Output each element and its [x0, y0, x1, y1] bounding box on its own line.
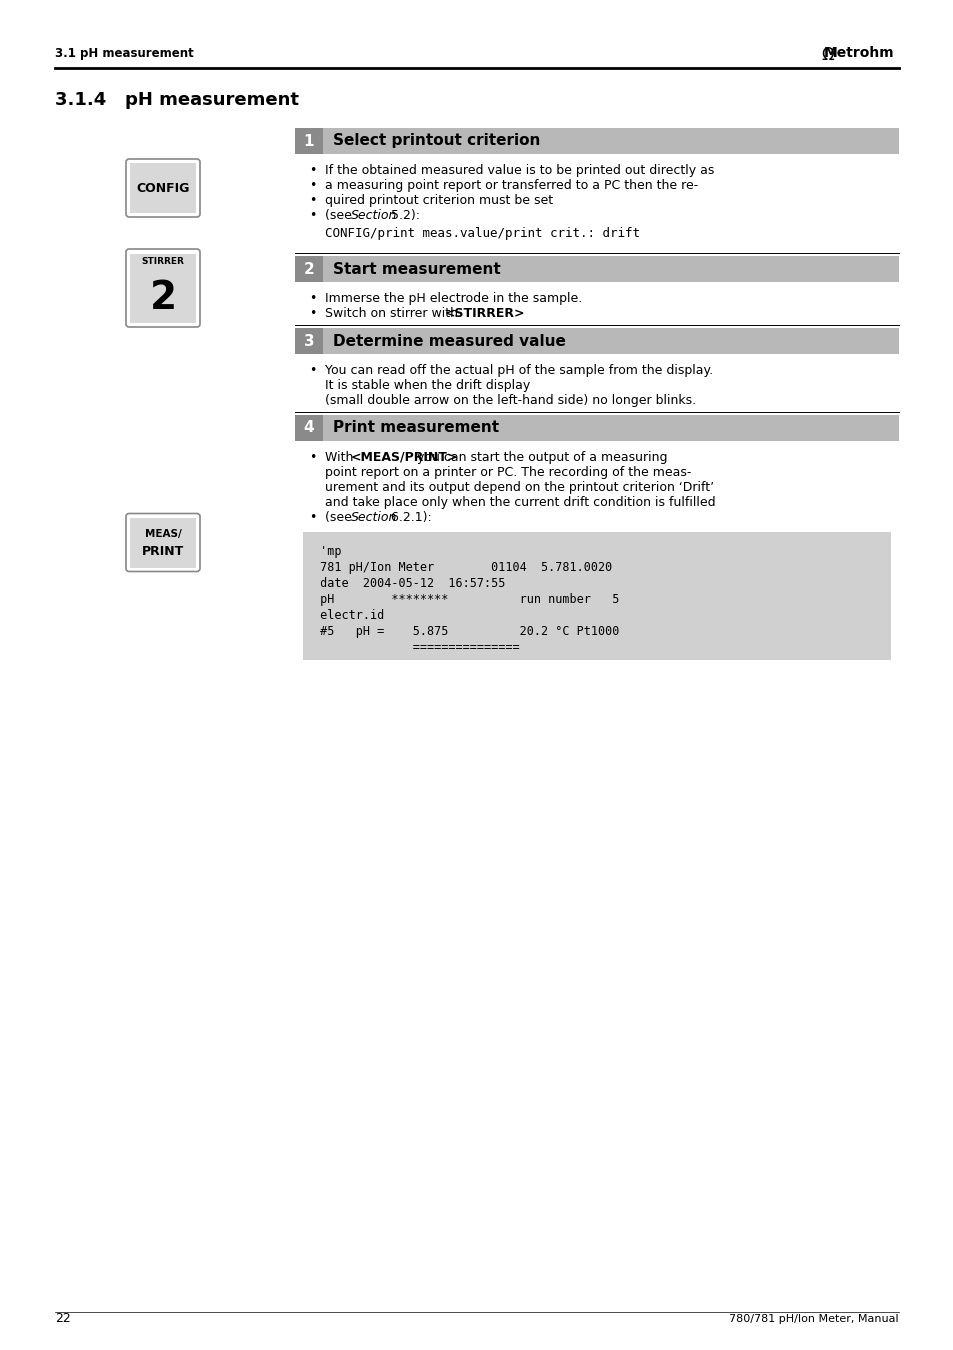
Bar: [130, 254, 195, 273]
Text: 4: 4: [303, 420, 314, 436]
Bar: [294, 256, 323, 282]
Text: Section: Section: [351, 209, 397, 221]
Text: MEAS/: MEAS/: [145, 529, 181, 539]
Text: 780/781 pH/Ion Meter, Manual: 780/781 pH/Ion Meter, Manual: [729, 1314, 898, 1324]
Bar: [130, 273, 195, 323]
Text: (see: (see: [325, 209, 355, 221]
Text: •: •: [309, 194, 316, 207]
Text: 1: 1: [303, 134, 314, 148]
Text: •: •: [309, 364, 316, 377]
Text: Metrohm: Metrohm: [822, 46, 893, 59]
Text: <MEAS/PRINT>: <MEAS/PRINT>: [351, 451, 457, 464]
Bar: [303, 532, 890, 660]
Bar: [294, 414, 323, 441]
Text: Switch on stirrer with: Switch on stirrer with: [325, 306, 461, 320]
Text: It is stable when the drift display: It is stable when the drift display: [325, 379, 530, 391]
Bar: [294, 328, 898, 354]
Text: •: •: [309, 209, 316, 221]
Text: point report on a printer or PC. The recording of the meas-: point report on a printer or PC. The rec…: [325, 466, 691, 479]
Text: •: •: [309, 306, 316, 320]
Text: STIRRER: STIRRER: [141, 258, 184, 266]
Bar: [294, 256, 898, 282]
Text: 6.2.1):: 6.2.1):: [387, 512, 432, 524]
Text: a measuring point report or transferred to a PC then the re-: a measuring point report or transferred …: [325, 180, 698, 192]
Text: 2: 2: [150, 279, 176, 317]
Text: 3.1 pH measurement: 3.1 pH measurement: [55, 47, 193, 59]
Text: ===============: ===============: [313, 641, 519, 653]
Text: Start measurement: Start measurement: [333, 262, 500, 277]
Text: Select printout criterion: Select printout criterion: [333, 134, 539, 148]
Text: •: •: [309, 451, 316, 464]
Text: <STIRRER>: <STIRRER>: [444, 306, 524, 320]
Text: Immerse the pH electrode in the sample.: Immerse the pH electrode in the sample.: [325, 292, 581, 305]
Text: •: •: [309, 292, 316, 305]
Bar: [130, 517, 195, 567]
FancyBboxPatch shape: [126, 513, 200, 571]
Text: Section: Section: [351, 512, 397, 524]
Text: and take place only when the current drift condition is fulfilled: and take place only when the current dri…: [325, 495, 715, 509]
Bar: [294, 328, 323, 354]
Text: You can read off the actual pH of the sample from the display.: You can read off the actual pH of the sa…: [325, 364, 713, 377]
Text: Determine measured value: Determine measured value: [333, 333, 565, 348]
Text: •: •: [309, 163, 316, 177]
Text: 'mp: 'mp: [313, 545, 341, 558]
Text: 3: 3: [303, 333, 314, 348]
Text: electr.id: electr.id: [313, 609, 384, 622]
Text: •: •: [309, 512, 316, 524]
Text: 2: 2: [303, 262, 314, 277]
Text: PRINT: PRINT: [142, 544, 184, 558]
Text: .: .: [491, 306, 495, 320]
Text: If the obtained measured value is to be printed out directly as: If the obtained measured value is to be …: [325, 163, 714, 177]
Text: date  2004-05-12  16:57:55: date 2004-05-12 16:57:55: [313, 576, 505, 590]
Bar: [294, 414, 898, 441]
Text: (small double arrow on the left-hand side) no longer blinks.: (small double arrow on the left-hand sid…: [325, 394, 696, 406]
Bar: [130, 163, 195, 213]
FancyBboxPatch shape: [126, 248, 200, 327]
Text: #5   pH =    5.875          20.2 °C Pt1000: #5 pH = 5.875 20.2 °C Pt1000: [313, 625, 618, 639]
Text: 3.1.4   pH measurement: 3.1.4 pH measurement: [55, 90, 298, 109]
Text: CONFIG/print meas.value/print crit.: drift: CONFIG/print meas.value/print crit.: dri…: [325, 227, 639, 240]
Text: you can start the output of a measuring: you can start the output of a measuring: [413, 451, 667, 464]
Text: 5.2):: 5.2):: [387, 209, 420, 221]
Text: 781 pH/Ion Meter        01104  5.781.0020: 781 pH/Ion Meter 01104 5.781.0020: [313, 562, 612, 574]
FancyBboxPatch shape: [126, 159, 200, 217]
Text: pH        ********          run number   5: pH ******** run number 5: [313, 593, 618, 606]
Text: urement and its output depend on the printout criterion ‘Drift’: urement and its output depend on the pri…: [325, 481, 714, 494]
Text: Print measurement: Print measurement: [333, 420, 498, 436]
Text: 22: 22: [55, 1312, 71, 1324]
Bar: [294, 128, 898, 154]
Text: With: With: [325, 451, 357, 464]
Text: Ω: Ω: [821, 46, 833, 63]
Text: quired printout criterion must be set: quired printout criterion must be set: [325, 194, 553, 207]
Text: •: •: [309, 180, 316, 192]
Bar: [294, 128, 323, 154]
Text: (see: (see: [325, 512, 355, 524]
Text: CONFIG: CONFIG: [136, 181, 190, 194]
